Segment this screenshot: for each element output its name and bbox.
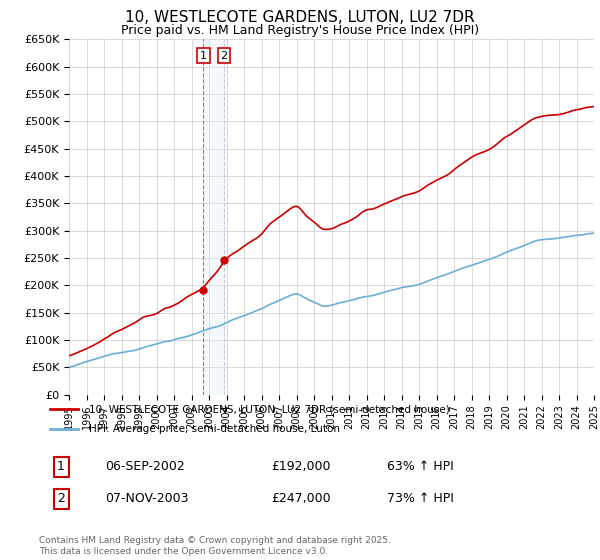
Text: 07-NOV-2003: 07-NOV-2003 bbox=[105, 492, 189, 505]
Text: 2: 2 bbox=[220, 50, 227, 60]
Text: HPI: Average price, semi-detached house, Luton: HPI: Average price, semi-detached house,… bbox=[89, 424, 340, 434]
Text: 06-SEP-2002: 06-SEP-2002 bbox=[105, 460, 185, 473]
Text: 10, WESTLECOTE GARDENS, LUTON, LU2 7DR (semi-detached house): 10, WESTLECOTE GARDENS, LUTON, LU2 7DR (… bbox=[89, 404, 449, 414]
Text: Price paid vs. HM Land Registry's House Price Index (HPI): Price paid vs. HM Land Registry's House … bbox=[121, 24, 479, 36]
Text: 2: 2 bbox=[57, 492, 65, 505]
Bar bbox=[203, 39, 224, 395]
Text: £192,000: £192,000 bbox=[271, 460, 331, 473]
Text: Contains HM Land Registry data © Crown copyright and database right 2025.
This d: Contains HM Land Registry data © Crown c… bbox=[39, 536, 391, 556]
Text: 63% ↑ HPI: 63% ↑ HPI bbox=[387, 460, 454, 473]
Text: 73% ↑ HPI: 73% ↑ HPI bbox=[387, 492, 454, 505]
Text: 1: 1 bbox=[57, 460, 65, 473]
Text: £247,000: £247,000 bbox=[271, 492, 331, 505]
Text: 10, WESTLECOTE GARDENS, LUTON, LU2 7DR: 10, WESTLECOTE GARDENS, LUTON, LU2 7DR bbox=[125, 10, 475, 25]
Text: 1: 1 bbox=[200, 50, 207, 60]
